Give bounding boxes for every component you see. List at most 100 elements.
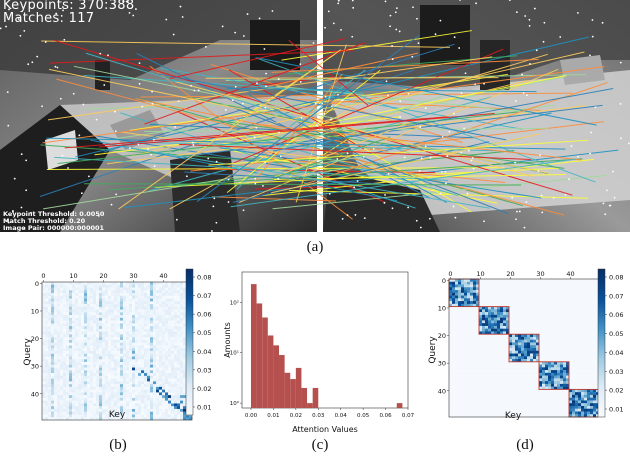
heatmap-cell (162, 295, 166, 299)
heatmap-cell (93, 306, 97, 310)
heatmap-cell (60, 298, 64, 302)
heatmap-cell (174, 342, 178, 346)
heatmap-cell (503, 306, 507, 310)
heatmap-cell (42, 301, 46, 305)
heatmap-cell (72, 417, 76, 421)
heatmap-cell (108, 417, 112, 421)
heatmap-cell (105, 378, 109, 382)
heatmap-cell (530, 339, 534, 343)
heatmap-cell (99, 282, 103, 285)
heatmap-cell (159, 334, 163, 338)
heatmap-cell (554, 314, 558, 318)
heatmap-cell (488, 320, 492, 324)
heatmap-cell (129, 295, 133, 299)
heatmap-cell (180, 331, 184, 335)
heatmap-cell (93, 293, 97, 296)
heatmap-cell (575, 359, 579, 362)
heatmap-cell (90, 359, 94, 363)
heatmap-cell (180, 284, 184, 288)
heatmap-cell (551, 298, 555, 302)
heatmap-cell (500, 334, 504, 338)
heatmap-cell (482, 325, 486, 329)
heatmap-cell (527, 312, 531, 316)
heatmap-cell (476, 334, 480, 338)
keypoint-dot (103, 84, 106, 86)
heatmap-cell (180, 370, 184, 374)
heatmap-cell (470, 359, 474, 362)
heatmap-cell (45, 304, 49, 308)
heatmap-cell (174, 381, 178, 385)
heatmap-cell (458, 372, 462, 376)
heatmap-cell (51, 384, 55, 388)
heatmap-cell (587, 334, 591, 338)
heatmap-cell (569, 281, 573, 285)
heatmap-cell (177, 304, 181, 308)
heatmap-cell (141, 326, 145, 330)
heatmap-cell (509, 350, 513, 354)
heatmap-cell (563, 356, 567, 360)
heatmap-cell (518, 378, 522, 382)
heatmap-cell (183, 381, 187, 385)
heatmap-cell (51, 282, 55, 285)
keypoint-dot (332, 22, 335, 25)
heatmap-cell (96, 367, 100, 371)
heatmap-cell (491, 298, 495, 302)
heatmap-cell (515, 287, 519, 291)
heatmap-cell (506, 292, 510, 296)
heatmap-cell (575, 298, 579, 302)
heatmap-cell (590, 314, 594, 318)
heatmap-cell (177, 362, 181, 365)
heatmap-cell (572, 303, 576, 307)
heatmap-cell (464, 301, 468, 305)
heatmap-cell (138, 367, 142, 371)
heatmap-cell (99, 293, 103, 296)
heatmap-cell (536, 350, 540, 354)
heatmap-cell (503, 367, 507, 371)
heatmap-cell (135, 417, 139, 421)
heatmap-cell (482, 303, 486, 307)
heatmap-cell (138, 359, 142, 363)
heatmap-cell (102, 370, 106, 374)
heatmap-cell (497, 342, 501, 346)
heatmap-cell (90, 356, 94, 360)
heatmap-cell (488, 372, 492, 376)
heatmap-cell (48, 301, 52, 305)
heatmap-cell (117, 337, 121, 341)
heatmap-cell (509, 331, 513, 335)
heatmap-cell (123, 320, 127, 324)
heatmap-cell (81, 414, 85, 418)
heatmap-cell (87, 367, 91, 371)
keypoint-dot (256, 82, 258, 85)
heatmap-cell (138, 381, 142, 385)
keypoint-dot (115, 193, 118, 196)
heatmap-cell (129, 304, 133, 308)
heatmap-cell (449, 392, 453, 396)
heatmap-cell (147, 378, 151, 382)
heatmap-cell (81, 386, 85, 390)
keypoint-dot (424, 107, 427, 109)
heatmap-cell (524, 339, 528, 343)
heatmap-cell (488, 367, 492, 371)
heatmap-cell (590, 328, 594, 332)
heatmap-cell (87, 364, 91, 368)
heatmap-cell (491, 306, 495, 310)
heatmap-cell (563, 375, 567, 379)
heatmap-cell (111, 295, 115, 299)
heatmap-cell (479, 356, 483, 360)
heatmap-cell (494, 372, 498, 376)
heatmap-cell (87, 389, 91, 393)
heatmap-cell (141, 408, 145, 412)
heatmap-cell (515, 356, 519, 360)
heatmap-cell (63, 298, 67, 302)
heatmap-cell (455, 287, 459, 291)
heatmap-cell (500, 350, 504, 354)
heatmap-cell (476, 389, 480, 393)
heatmap-cell (180, 342, 184, 346)
heatmap-cell (156, 295, 160, 299)
heatmap-cell (114, 320, 118, 324)
heatmap-cell (138, 334, 142, 338)
heatmap-cell (183, 301, 187, 305)
heatmap-cell (177, 375, 181, 379)
heatmap-cell (75, 362, 79, 365)
heatmap-cell (162, 356, 166, 360)
